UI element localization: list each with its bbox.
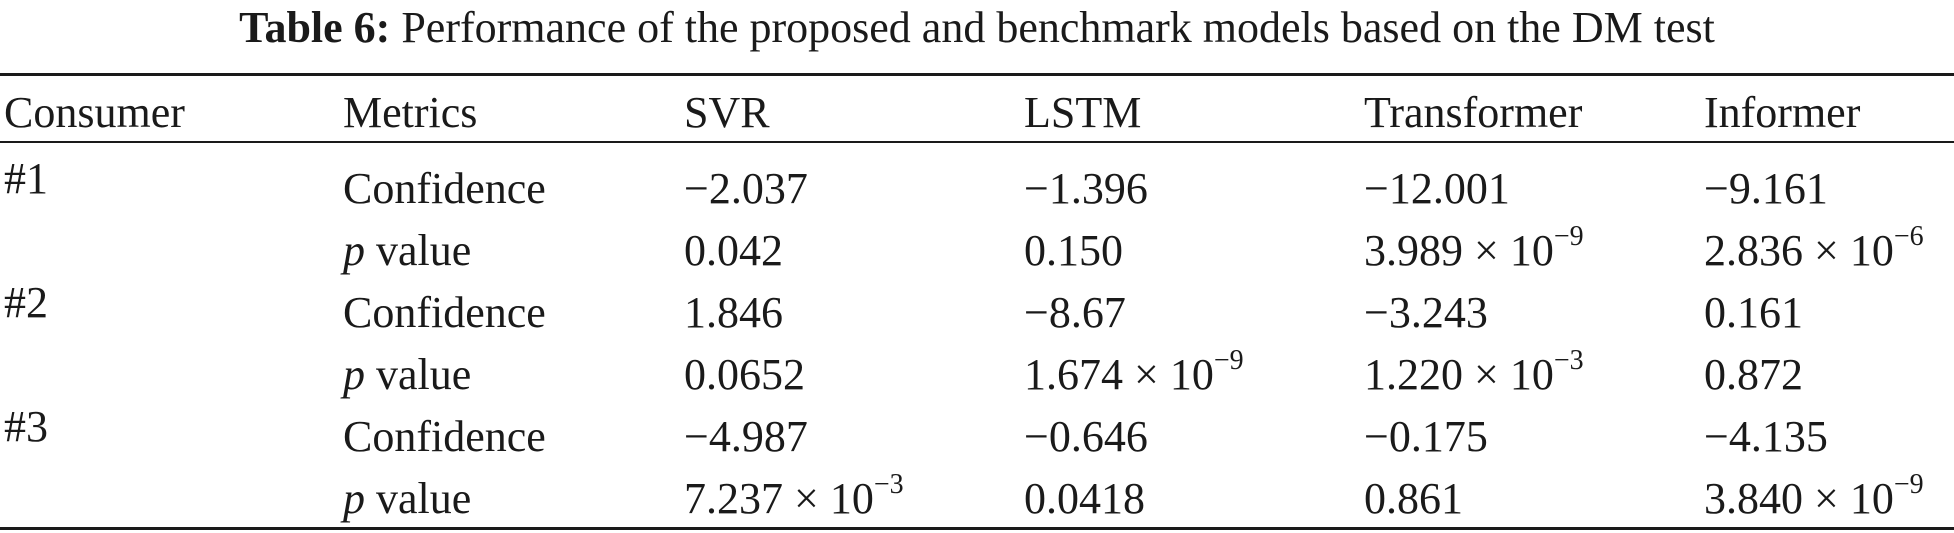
pvalue-word: value xyxy=(376,474,472,523)
consumer-label: #1 xyxy=(4,154,48,203)
table-cell: 2.836 × 10−6 xyxy=(1704,221,1924,275)
header-lstm: LSTM xyxy=(1024,88,1142,137)
table-cell: −12.001 xyxy=(1364,164,1510,213)
metric-confidence-label: Confidence xyxy=(343,164,546,213)
p-symbol: p xyxy=(343,474,365,523)
table-cell: −2.037 xyxy=(684,164,808,213)
consumer-label: #3 xyxy=(4,402,48,451)
table-top-rule xyxy=(0,73,1954,76)
table-bottom-rule xyxy=(0,527,1954,530)
table-cell: 3.989 × 10−9 xyxy=(1364,221,1584,275)
table-cell: −4.135 xyxy=(1704,412,1828,461)
metric-confidence-label: Confidence xyxy=(343,412,546,461)
table-cell: 1.674 × 10−9 xyxy=(1024,345,1244,399)
table-cell: −3.243 xyxy=(1364,288,1488,337)
p-symbol: p xyxy=(343,226,365,275)
table-cell: 0.872 xyxy=(1704,350,1803,399)
table-cell: 1.846 xyxy=(684,288,783,337)
metric-confidence-label: Confidence xyxy=(343,288,546,337)
header-informer: Informer xyxy=(1704,88,1861,137)
table-cell: −0.646 xyxy=(1024,412,1148,461)
table-cell: 0.0652 xyxy=(684,350,805,399)
header-metrics: Metrics xyxy=(343,88,478,137)
pvalue-word: value xyxy=(376,350,472,399)
table-caption: Table 6: Performance of the proposed and… xyxy=(0,0,1954,60)
header-svr: SVR xyxy=(684,88,770,137)
header-transformer: Transformer xyxy=(1364,88,1583,137)
metric-pvalue-label: p value xyxy=(343,350,471,400)
table-cell: 0.150 xyxy=(1024,226,1123,275)
table-cell: 3.840 × 10−9 xyxy=(1704,469,1924,523)
table-cell: −9.161 xyxy=(1704,164,1828,213)
table-cell: −1.396 xyxy=(1024,164,1148,213)
table-cell: 7.237 × 10−3 xyxy=(684,469,904,523)
table-cell: 1.220 × 10−3 xyxy=(1364,345,1584,399)
table-caption-label: Table 6: xyxy=(239,3,391,52)
table-cell: 0.861 xyxy=(1364,474,1463,523)
table-cell: −4.987 xyxy=(684,412,808,461)
p-symbol: p xyxy=(343,350,365,399)
table-cell: −0.175 xyxy=(1364,412,1488,461)
table-cell: 0.0418 xyxy=(1024,474,1145,523)
pvalue-word: value xyxy=(376,226,472,275)
header-consumer: Consumer xyxy=(4,88,185,137)
table-cell: 0.161 xyxy=(1704,288,1803,337)
table-cell: 0.042 xyxy=(684,226,783,275)
metric-pvalue-label: p value xyxy=(343,474,471,524)
table-caption-text: Performance of the proposed and benchmar… xyxy=(401,3,1715,52)
consumer-label: #2 xyxy=(4,278,48,327)
metric-pvalue-label: p value xyxy=(343,226,471,276)
table-cell: −8.67 xyxy=(1024,288,1126,337)
table-header-rule xyxy=(0,141,1954,143)
